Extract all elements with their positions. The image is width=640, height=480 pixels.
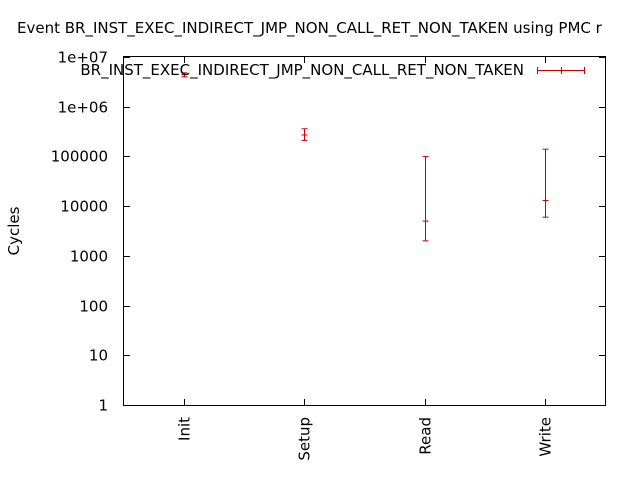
y-axis-ticks: 1 10 100 1000 10000 100000 1e+06 1e+07 xyxy=(51,49,605,415)
y-tick-label: 100000 xyxy=(51,148,108,166)
y-tick-label: 100 xyxy=(79,298,108,316)
legend-series-sample xyxy=(537,67,585,74)
x-tick-label: Init xyxy=(176,417,194,441)
y-axis-label: Cycles xyxy=(5,206,23,255)
x-tick-label: Write xyxy=(537,417,555,457)
y-tick-label: 1 xyxy=(98,397,108,415)
x-tick-label: Setup xyxy=(296,417,314,461)
error-bar-read xyxy=(422,155,429,242)
y-tick-label: 10000 xyxy=(60,198,108,216)
y-tick-label: 10 xyxy=(89,347,108,365)
y-tick-label: 1e+07 xyxy=(58,49,108,67)
chart-title: Event BR_INST_EXEC_INDIRECT_JMP_NON_CALL… xyxy=(17,19,603,38)
x-axis-ticks: Init Setup Read Write xyxy=(176,57,555,461)
plot-frame xyxy=(123,56,606,406)
error-bar-init xyxy=(181,72,188,78)
error-bar-setup xyxy=(301,128,308,141)
error-bar-write xyxy=(542,148,549,218)
y-tick-label: 1000 xyxy=(70,248,108,266)
x-tick-label: Read xyxy=(417,417,435,455)
series-error-bars xyxy=(181,72,549,242)
y-tick-label: 1e+06 xyxy=(58,99,108,117)
legend-series-label: BR_INST_EXEC_INDIRECT_JMP_NON_CALL_RET_N… xyxy=(80,61,524,80)
legend: BR_INST_EXEC_INDIRECT_JMP_NON_CALL_RET_N… xyxy=(80,61,585,80)
